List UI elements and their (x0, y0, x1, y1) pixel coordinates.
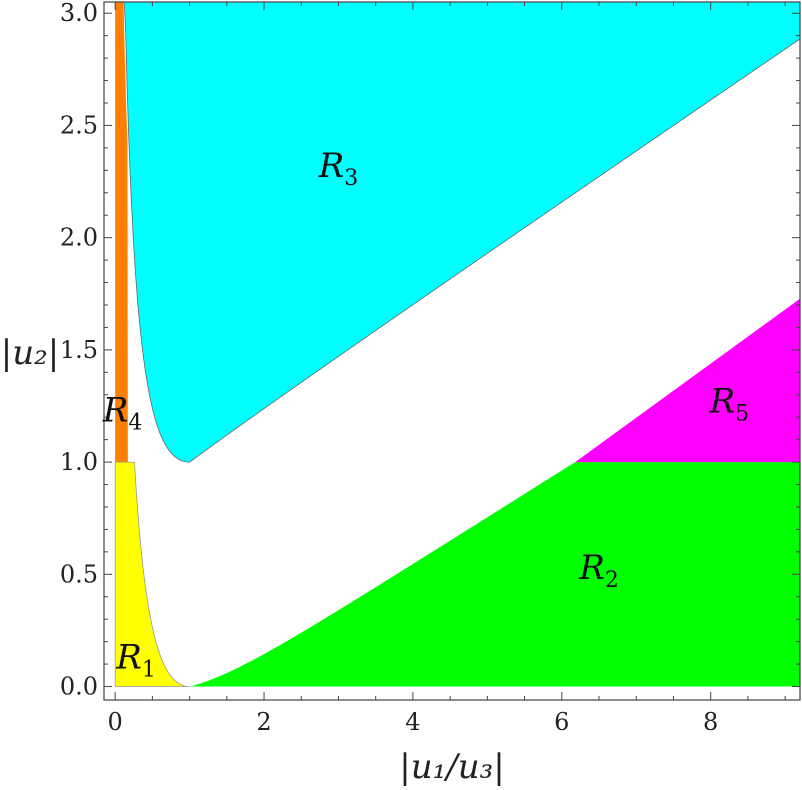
y-axis-title: |u₂| (1, 333, 59, 373)
region-label-r3: R3 (318, 146, 359, 191)
y-tick-label: 1.0 (60, 448, 98, 476)
x-tick-label: 4 (405, 708, 420, 736)
x-tick-label: 2 (256, 708, 271, 736)
region-r4 (115, 2, 128, 463)
region-r5 (575, 298, 800, 463)
region-r3 (123, 2, 800, 463)
x-tick-label: 6 (554, 708, 569, 736)
ticks-layer: 0 2 4 6 8 0.0 0.5 1.0 1.5 2.0 2.5 3.0 (60, 0, 800, 736)
y-tick-label: 2.5 (60, 111, 98, 139)
y-tick-label: 0.5 (60, 560, 98, 588)
plot-frame (103, 1, 801, 701)
region-label-r5: R5 (708, 382, 749, 427)
region-r2 (189, 462, 800, 687)
x-tick-label: 0 (108, 708, 123, 736)
region-label-r4: R4 (102, 391, 143, 436)
region-r1 (114, 461, 190, 687)
region-label-r1: R1 (115, 638, 156, 683)
y-tick-label: 0.0 (60, 673, 98, 701)
y-tick-label: 2.0 (60, 224, 98, 252)
x-axis-title: |u₁/u₃| (399, 747, 504, 787)
y-tick-label: 1.5 (60, 336, 98, 364)
labels-layer: |u₁/u₃| |u₂| R1 R2 R3 R4 R5 (1, 146, 749, 787)
region-label-r2: R2 (578, 548, 619, 593)
y-tick-label: 3.0 (60, 0, 98, 27)
x-tick-label: 8 (703, 708, 718, 736)
regions-layer (114, 2, 800, 687)
